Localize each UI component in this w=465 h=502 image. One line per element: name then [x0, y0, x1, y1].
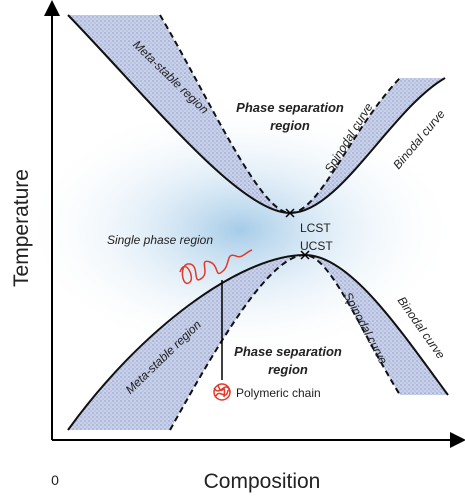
- polymer-globule: [214, 384, 230, 400]
- single-phase-label: Single phase region: [107, 233, 213, 247]
- single-phase-glow: [20, 100, 460, 360]
- lcst-label: LCST: [300, 221, 331, 235]
- phase-separation-label: Phase separation: [236, 100, 344, 115]
- origin-label: 0: [51, 472, 59, 488]
- phase-separation-label: region: [268, 362, 308, 377]
- polymer-label: Polymeric chain: [236, 386, 321, 400]
- ucst-label: UCST: [300, 239, 333, 253]
- y-axis-label: Temperature: [10, 169, 33, 287]
- phase-separation-label: region: [270, 118, 310, 133]
- phase-diagram: Temperature Composition 0 Meta-stable re…: [0, 0, 465, 502]
- phase-separation-label: Phase separation: [234, 344, 342, 359]
- x-axis-label: Composition: [204, 470, 321, 493]
